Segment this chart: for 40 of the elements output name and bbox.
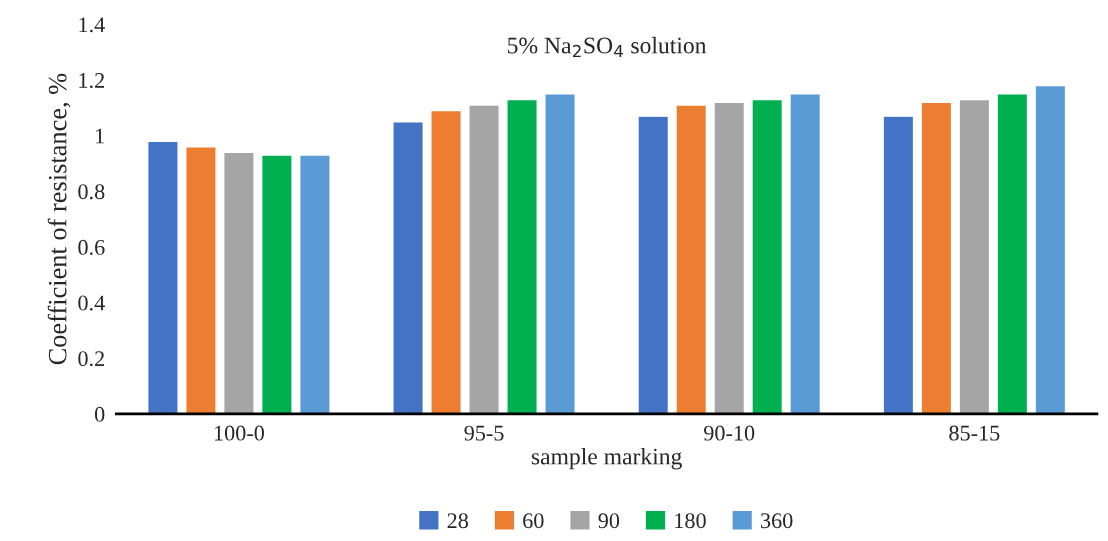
legend-label: 180 — [675, 513, 706, 529]
legend-label: 60 — [523, 513, 544, 529]
y-tick-label: 1.4 — [79, 17, 105, 33]
y-tick-label: 0.6 — [78, 239, 105, 255]
bar — [996, 93, 1029, 414]
bar — [675, 104, 708, 414]
x-tick-label: 95-5 — [464, 425, 504, 441]
bar — [147, 140, 179, 414]
y-tick-label: 0 — [94, 406, 105, 422]
annotation: 5% Na$_{2}$SO$_{4}$ solution — [508, 36, 707, 58]
x-axis-title: sample marking — [531, 447, 682, 470]
y-tick-label: 0.4 — [78, 295, 105, 311]
bar — [789, 93, 822, 414]
bar — [637, 115, 670, 414]
bar — [958, 98, 991, 414]
bar — [920, 101, 953, 414]
bar — [882, 115, 915, 414]
bar — [544, 93, 576, 414]
legend-label: 360 — [761, 513, 793, 529]
bar — [223, 151, 255, 414]
bar — [1034, 84, 1067, 414]
bar — [185, 146, 217, 414]
bar — [261, 154, 293, 414]
bar — [299, 154, 331, 414]
y-tick-label: 0.8 — [78, 184, 105, 200]
bar — [751, 98, 784, 414]
bar — [506, 98, 538, 414]
y-axis-title: Coefficient of resistance, % — [47, 73, 71, 365]
legend-label: 28 — [447, 513, 469, 529]
x-tick-label: 100-0 — [214, 425, 264, 441]
y-tick-label: 1.2 — [79, 72, 104, 89]
bar — [430, 109, 462, 414]
bar — [713, 101, 746, 414]
bar — [392, 121, 424, 414]
y-tick-label: 1 — [96, 128, 104, 144]
x-tick-label: 85-15 — [949, 425, 1000, 441]
y-tick-label: 0.2 — [78, 351, 104, 367]
bar — [468, 104, 500, 414]
legend-label: 90 — [598, 513, 620, 529]
x-tick-label: 90-10 — [704, 425, 755, 441]
